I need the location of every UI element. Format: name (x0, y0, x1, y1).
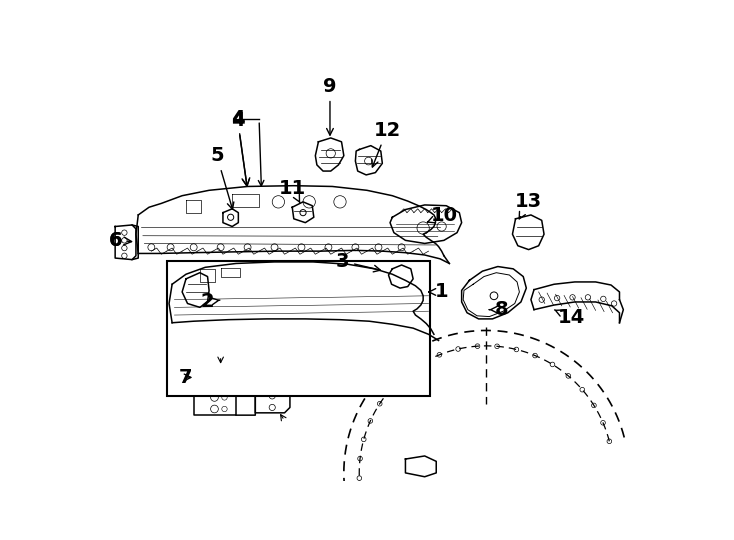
Text: 8: 8 (490, 300, 509, 319)
Text: 3: 3 (335, 252, 380, 272)
Bar (167, 261, 430, 396)
Text: 4: 4 (230, 111, 250, 186)
Text: 5: 5 (210, 146, 234, 210)
Text: 2: 2 (200, 293, 220, 312)
Text: 11: 11 (279, 179, 306, 203)
Text: 10: 10 (427, 206, 457, 225)
Text: 7: 7 (179, 368, 193, 387)
Text: 1: 1 (429, 282, 448, 301)
Text: 6: 6 (109, 231, 122, 250)
Text: 12: 12 (371, 121, 401, 167)
Text: 4: 4 (230, 109, 250, 186)
Text: 6: 6 (109, 231, 131, 250)
Text: 9: 9 (323, 77, 337, 135)
Text: 13: 13 (515, 192, 542, 219)
Text: 14: 14 (554, 308, 584, 327)
